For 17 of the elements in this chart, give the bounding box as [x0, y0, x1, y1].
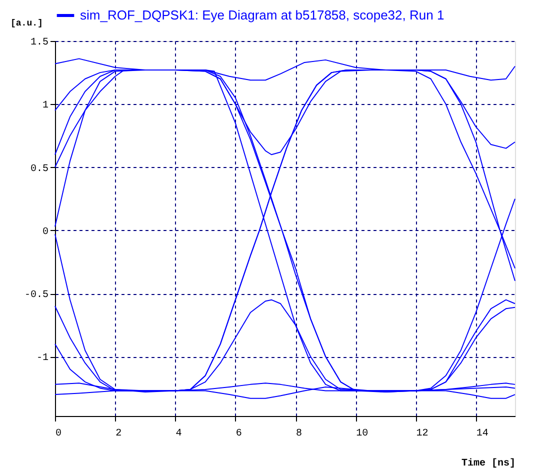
x-tick-label: 4 — [176, 428, 182, 440]
y-tick-label: 0 — [42, 226, 48, 238]
y-tick-label: 1 — [42, 100, 48, 112]
x-tick-label: 10 — [356, 428, 368, 440]
x-tick-label: 14 — [476, 428, 488, 440]
x-tick-label: 8 — [296, 428, 302, 440]
x-tick-label: 0 — [56, 428, 62, 440]
y-tick-label: -1 — [36, 353, 48, 364]
x-tick-label: 2 — [116, 428, 122, 440]
x-tick-label: 6 — [236, 428, 242, 440]
y-axis-title: [a.u.] — [10, 18, 43, 28]
y-tick-label: 0.5 — [30, 164, 48, 175]
x-axis-title: Time [ns] — [461, 458, 516, 470]
y-tick-label: -0.5 — [24, 290, 48, 302]
y-tick-label: 1.5 — [30, 38, 48, 48]
legend-label: sim_ROF_DQPSK1: Eye Diagram at b517858, scope32, Run 1 — [80, 8, 444, 22]
x-tick-label: 12 — [416, 428, 428, 440]
